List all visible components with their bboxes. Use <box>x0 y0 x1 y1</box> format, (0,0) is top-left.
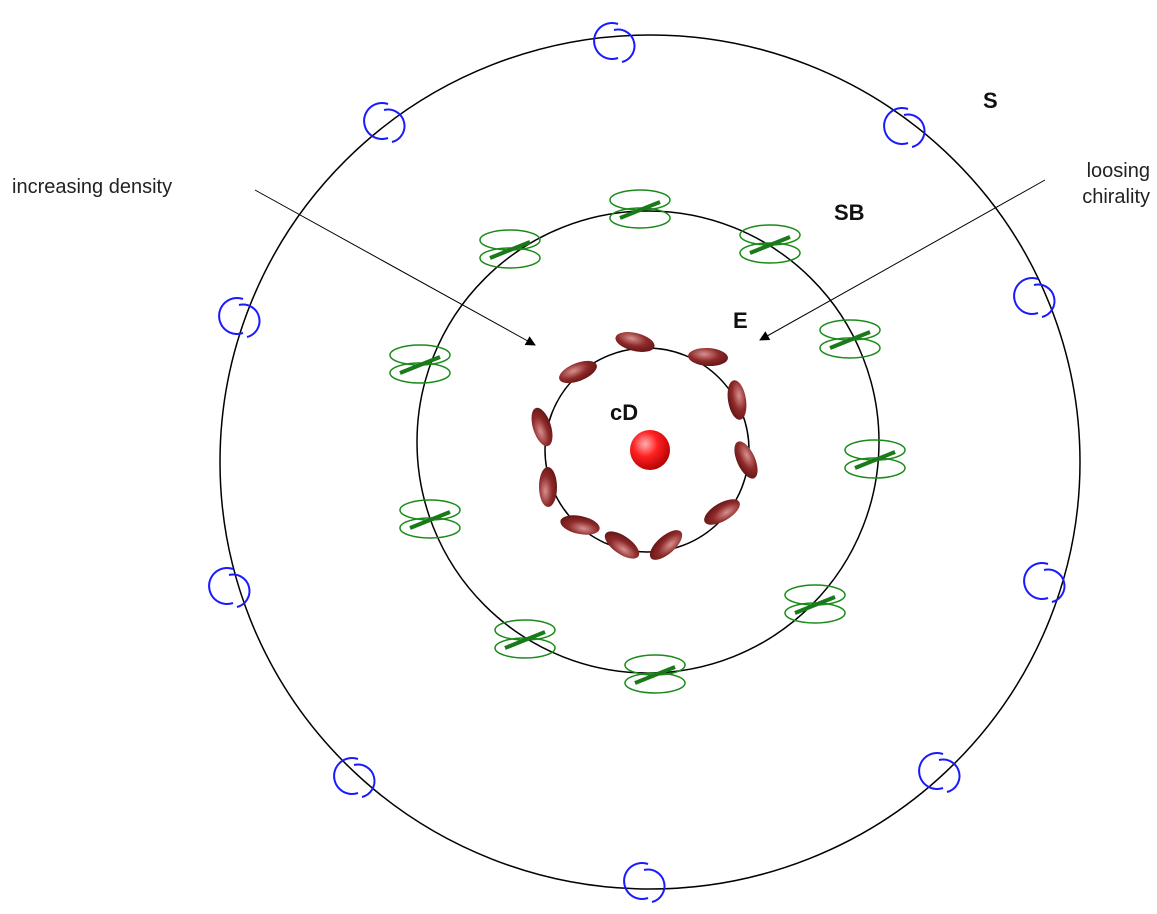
rod <box>615 332 655 352</box>
spiral-loop <box>623 862 649 900</box>
label: loosing <box>1087 160 1150 182</box>
spiral-loop <box>353 763 376 798</box>
helix-core <box>634 665 676 685</box>
spiral <box>333 757 376 798</box>
helix <box>844 439 906 479</box>
arrow <box>759 179 1046 341</box>
helix-core <box>794 595 836 615</box>
helix-core <box>409 510 451 530</box>
helix <box>389 344 451 384</box>
helix-loop <box>389 344 451 366</box>
helix <box>479 229 541 269</box>
spiral <box>218 297 261 338</box>
helix <box>494 619 556 659</box>
helix <box>609 189 671 229</box>
label: SB <box>834 200 865 225</box>
helix-core <box>829 330 871 350</box>
rod <box>560 515 600 535</box>
spiral-loop <box>238 303 261 338</box>
rod <box>649 530 683 560</box>
rod <box>604 531 640 559</box>
label: increasing density <box>12 176 172 198</box>
helix <box>624 654 686 694</box>
spiral-loop <box>333 757 359 795</box>
helix-loop <box>844 439 906 461</box>
helix-loop <box>624 654 686 676</box>
center-sphere <box>630 430 670 470</box>
label: chirality <box>1082 186 1150 208</box>
helix-core <box>854 450 896 470</box>
helix-loop <box>609 189 671 211</box>
helix <box>399 499 461 539</box>
label: E <box>733 308 748 333</box>
spiral-loop <box>228 573 251 608</box>
spiral-loop <box>383 108 406 143</box>
rod <box>538 467 558 507</box>
label: S <box>983 88 998 113</box>
spiral-loop <box>1013 277 1039 315</box>
spiral-loop <box>218 297 244 335</box>
label: cD <box>610 400 638 425</box>
spiral <box>363 102 406 143</box>
helix <box>784 584 846 624</box>
helix-core <box>504 630 546 650</box>
spiral-loop <box>363 102 389 140</box>
spiral <box>623 862 666 903</box>
outer-circle <box>219 34 1081 890</box>
rod <box>531 407 553 447</box>
rod <box>559 360 597 384</box>
spiral <box>1013 277 1056 318</box>
spiral-loop <box>883 107 909 145</box>
helix-loop <box>479 229 541 251</box>
spiral-loop <box>643 868 666 903</box>
arrow <box>254 189 536 346</box>
spiral-loop <box>613 28 636 63</box>
helix-core <box>749 235 791 255</box>
spiral-loop <box>208 567 234 605</box>
rod <box>688 347 728 367</box>
spiral <box>208 567 251 608</box>
spiral-loop <box>593 22 619 60</box>
spiral <box>883 107 926 148</box>
helix-core <box>399 355 441 375</box>
spiral <box>918 752 961 793</box>
spiral <box>1023 562 1066 603</box>
helix <box>739 224 801 264</box>
spiral-loop <box>1043 568 1066 603</box>
spiral-loop <box>918 752 944 790</box>
rod <box>704 499 740 525</box>
helix-core <box>489 240 531 260</box>
spiral-loop <box>1023 562 1049 600</box>
rod <box>727 380 747 420</box>
spiral-loop <box>903 113 926 148</box>
rod <box>734 441 758 479</box>
spiral <box>593 22 636 63</box>
spiral-loop <box>1033 283 1056 318</box>
helix-core <box>619 200 661 220</box>
helix <box>819 319 881 359</box>
spiral-loop <box>938 758 961 793</box>
